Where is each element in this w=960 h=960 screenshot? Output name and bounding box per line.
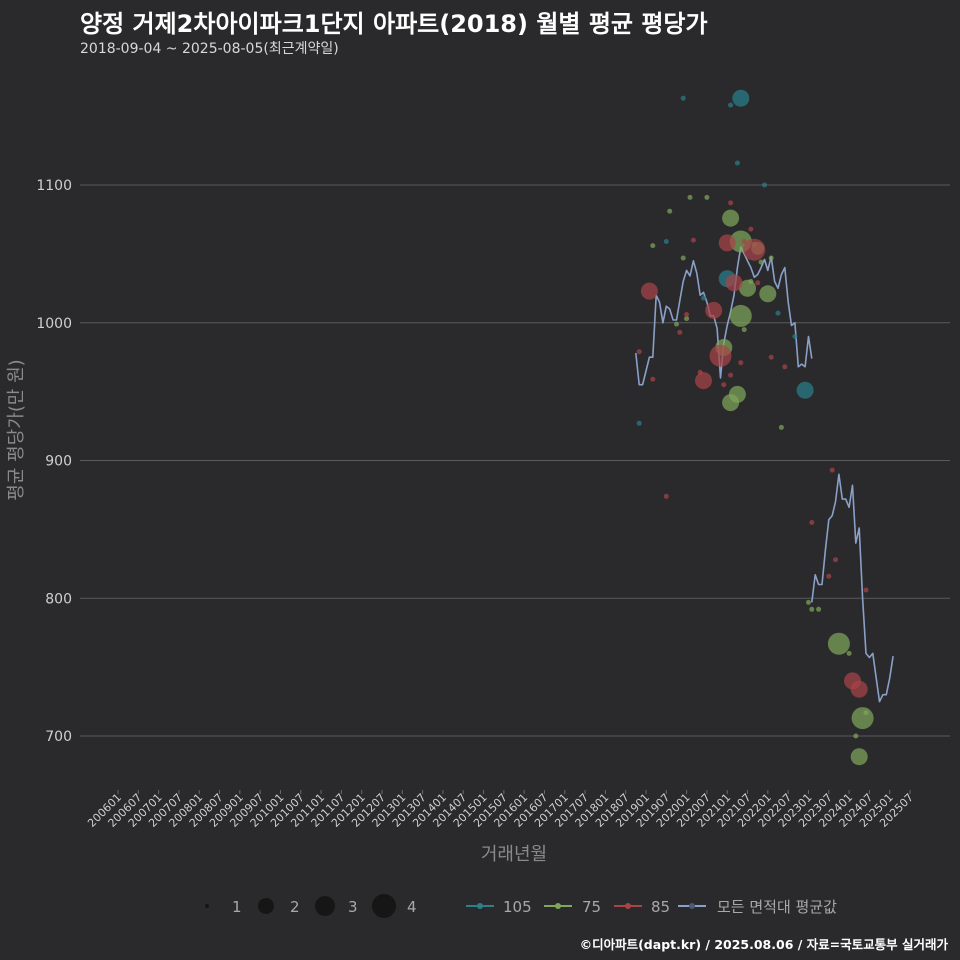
point-85-14 [728, 372, 734, 378]
point-105-1 [663, 239, 669, 244]
point-85-12 [718, 234, 736, 252]
legend-size-3-marker [315, 896, 335, 916]
legend-size-2-marker [258, 898, 274, 914]
point-75-15 [748, 278, 754, 284]
y-tick-1100: 1100 [36, 178, 72, 194]
y-tick-700: 700 [45, 729, 72, 745]
point-85-9 [705, 301, 723, 319]
legend-avg-label: 모든 면적대 평균값 [717, 898, 837, 916]
y-tick-labels: 700 800 900 1000 1100 [36, 178, 72, 745]
average-line-segment-2 [811, 473, 894, 703]
point-85-25 [829, 467, 835, 473]
point-85-20 [755, 280, 761, 286]
legend-105-marker [477, 903, 483, 909]
average-series [635, 246, 894, 703]
point-105-7 [732, 89, 750, 107]
point-85-15 [725, 274, 743, 292]
point-75-30 [863, 710, 869, 716]
point-85-16 [738, 360, 744, 366]
legend-size-4-marker [372, 894, 396, 918]
point-75-12 [729, 304, 752, 327]
point-75-9 [722, 209, 740, 227]
legend: 1 2 3 4 105 75 85 모든 면적대 평균값 [205, 894, 837, 918]
point-105-0 [636, 420, 642, 426]
point-85-22 [782, 364, 788, 370]
legend-size-4-label: 4 [407, 898, 417, 916]
legend-85-marker [625, 903, 631, 909]
point-105-2 [680, 95, 686, 101]
y-axis-title: 평균 평당가(만 원) [6, 359, 27, 500]
point-75-13 [741, 327, 747, 333]
point-75-24 [816, 606, 822, 612]
legend-85-label: 85 [651, 898, 670, 916]
point-75-6 [704, 194, 710, 200]
point-75-26 [846, 650, 852, 656]
point-85-13 [728, 200, 734, 206]
point-105-11 [796, 381, 814, 399]
point-75-22 [806, 599, 811, 605]
point-85-29 [863, 587, 869, 593]
point-85-24 [826, 573, 832, 579]
point-85-5 [684, 312, 690, 317]
y-tick-800: 800 [45, 591, 72, 607]
point-75-18 [758, 259, 764, 265]
point-85-23 [809, 520, 815, 525]
point-105-9 [775, 310, 781, 316]
point-105-10 [792, 334, 798, 339]
point-75-29 [851, 707, 874, 730]
point-75-21 [778, 424, 784, 430]
legend-avg-marker [689, 903, 695, 909]
point-85-6 [690, 237, 696, 243]
legend-size-3-label: 3 [348, 898, 358, 916]
point-75-23 [809, 606, 815, 612]
point-75-27 [853, 733, 859, 739]
point-75-19 [759, 285, 777, 303]
point-105-3 [701, 295, 706, 301]
legend-size-1-label: 1 [232, 898, 242, 916]
x-axis-title: 거래년월 [481, 844, 547, 865]
point-85-17 [741, 239, 747, 244]
legend-75-marker [555, 903, 561, 909]
point-75-5 [687, 194, 693, 200]
point-75-0 [650, 243, 656, 249]
page-title: 양정 거제2차아이파크1단지 아파트(2018) 월별 평균 평당가 [80, 10, 708, 38]
point-75-1 [667, 208, 673, 214]
point-85-10 [709, 344, 732, 367]
point-85-11 [721, 382, 727, 388]
point-75-25 [827, 632, 850, 655]
point-85-1 [640, 282, 658, 300]
point-85-28 [850, 680, 868, 698]
y-tick-1000: 1000 [36, 316, 72, 332]
grid-lines [80, 184, 950, 737]
point-75-28 [850, 748, 868, 766]
point-85-3 [663, 493, 669, 499]
legend-size-2-label: 2 [290, 898, 300, 916]
point-85-19 [743, 238, 766, 261]
point-75-10 [728, 385, 746, 403]
point-75-20 [768, 255, 774, 261]
point-85-21 [768, 354, 774, 360]
point-85-8 [695, 372, 712, 390]
point-85-26 [833, 557, 838, 563]
legend-105-label: 105 [503, 898, 532, 916]
x-tick-labels: 2006012006072007012007072008012008072009… [85, 790, 916, 830]
point-85-18 [748, 226, 754, 232]
point-75-4 [684, 316, 690, 322]
point-105-8 [762, 182, 767, 188]
legend-75-label: 75 [582, 898, 601, 916]
y-tick-900: 900 [45, 454, 72, 470]
page-subtitle: 2018-09-04 ~ 2025-08-05(최근계약일) [80, 41, 339, 57]
point-85-0 [636, 349, 642, 355]
point-85-4 [677, 329, 683, 335]
point-85-2 [650, 376, 656, 382]
legend-size-1-marker [205, 904, 209, 908]
point-75-3 [680, 255, 686, 261]
point-105-5 [728, 102, 734, 108]
point-75-2 [674, 321, 679, 327]
point-75-14 [739, 279, 756, 297]
scatter-points [636, 89, 874, 766]
point-105-6 [734, 160, 740, 166]
source-credit: ©디아파트(dapt.kr) / 2025.08.06 / 자료=국토교통부 실… [579, 937, 948, 952]
